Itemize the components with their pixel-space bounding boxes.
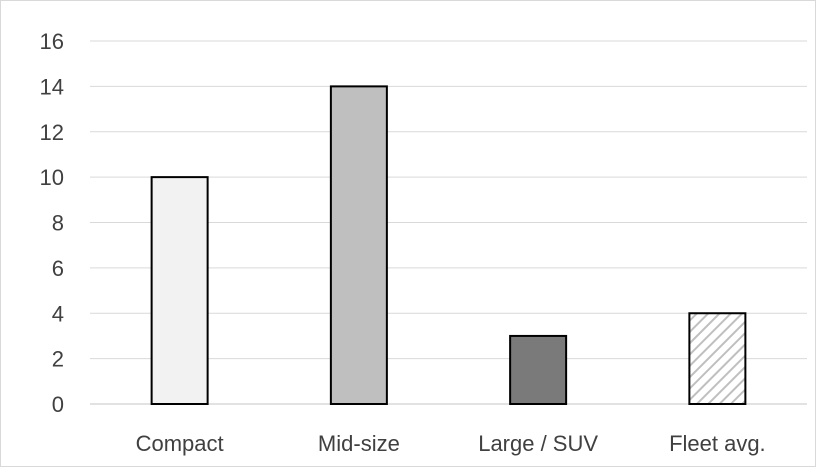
y-tick-label: 6 — [52, 256, 64, 281]
y-tick-label: 2 — [52, 347, 64, 372]
bar-fleet-avg — [688, 312, 747, 405]
y-tick-label: 14 — [40, 74, 64, 99]
x-tick-label: Fleet avg. — [669, 431, 766, 456]
y-tick-label: 0 — [52, 392, 64, 417]
bars — [150, 85, 747, 405]
bar-large-suv — [509, 334, 568, 405]
x-tick-label: Compact — [136, 431, 224, 456]
bar-compact — [150, 176, 209, 405]
y-tick-label: 12 — [40, 120, 64, 145]
y-tick-label: 16 — [40, 29, 64, 54]
y-tick-label: 8 — [52, 211, 64, 236]
y-tick-label: 4 — [52, 301, 64, 326]
x-tick-label: Large / SUV — [478, 431, 598, 456]
y-axis-ticks: 0 2 4 6 8 10 12 14 16 — [40, 29, 64, 417]
gridlines — [90, 40, 807, 405]
x-tick-label: Mid-size — [318, 431, 400, 456]
y-tick-label: 10 — [40, 165, 64, 190]
bar-mid-size — [329, 85, 388, 405]
x-axis-ticks: Compact Mid-size Large / SUV Fleet avg. — [136, 431, 766, 456]
